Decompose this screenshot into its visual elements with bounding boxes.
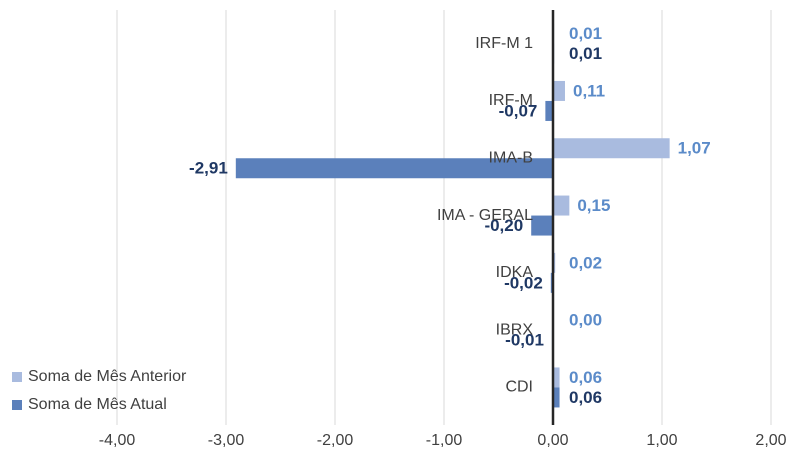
bar bbox=[545, 100, 553, 121]
value-label: -0,20 bbox=[484, 216, 523, 235]
value-label: -0,02 bbox=[504, 273, 543, 292]
value-label: 0,11 bbox=[573, 81, 605, 100]
category-label: CDI bbox=[505, 379, 533, 396]
category-label: IRF-M 1 bbox=[475, 35, 533, 52]
x-tick-label: 1,00 bbox=[646, 432, 677, 449]
value-label: -2,91 bbox=[189, 159, 228, 178]
x-tick-label: -2,00 bbox=[317, 432, 354, 449]
legend-swatch bbox=[12, 400, 22, 410]
x-tick-label: -4,00 bbox=[99, 432, 136, 449]
value-label: 0,15 bbox=[577, 196, 610, 215]
category-label: IRF-M bbox=[489, 92, 533, 109]
value-label: 0,02 bbox=[569, 253, 602, 272]
value-label: -0,01 bbox=[505, 331, 544, 350]
legend-label: Soma de Mês Anterior bbox=[28, 368, 187, 385]
value-label: 0,01 bbox=[569, 44, 602, 63]
x-tick-label: -1,00 bbox=[426, 432, 463, 449]
category-label: IMA-B bbox=[489, 149, 533, 166]
value-label: 0,06 bbox=[569, 388, 602, 407]
x-tick-label: -3,00 bbox=[208, 432, 245, 449]
bar bbox=[553, 138, 670, 159]
category-label: IMA - GERAL bbox=[437, 207, 533, 224]
value-label: 1,07 bbox=[678, 139, 711, 158]
value-label: 0,01 bbox=[569, 24, 602, 43]
bar bbox=[553, 387, 560, 408]
x-tick-label: 2,00 bbox=[755, 432, 786, 449]
x-tick-label: 0,00 bbox=[537, 432, 568, 449]
bar bbox=[235, 158, 553, 179]
bar bbox=[531, 215, 553, 236]
bar bbox=[553, 367, 560, 388]
bar bbox=[553, 195, 570, 216]
value-label: -0,07 bbox=[499, 101, 538, 120]
category-label: IBRX bbox=[496, 321, 534, 338]
bar bbox=[553, 80, 565, 101]
value-label: 0,06 bbox=[569, 368, 602, 387]
category-label: IDKA bbox=[496, 264, 534, 281]
legend-label: Soma de Mês Atual bbox=[28, 396, 167, 413]
value-label: 0,00 bbox=[569, 311, 602, 330]
legend-swatch bbox=[12, 372, 22, 382]
